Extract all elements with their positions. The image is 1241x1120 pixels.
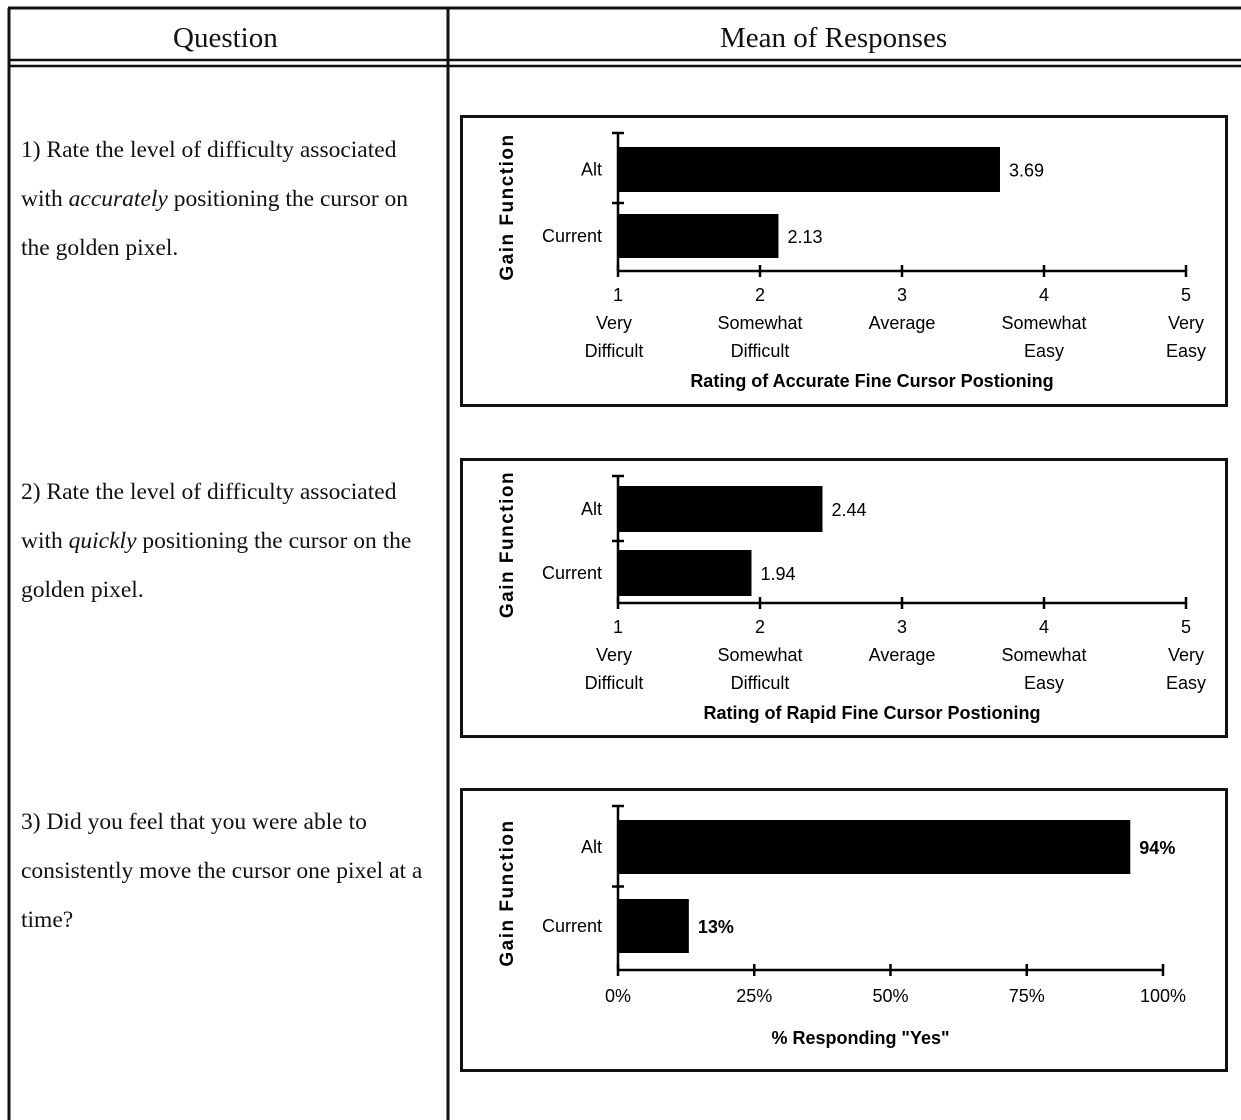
value-label: 3.69 bbox=[1009, 161, 1044, 181]
x-tick-label: 2 Somewhat Difficult bbox=[717, 285, 802, 361]
x-axis-title: Rating of Accurate Fine Cursor Postionin… bbox=[690, 371, 1053, 391]
x-tick-label: 3 Average bbox=[869, 285, 936, 333]
x-tick-label: 0% bbox=[605, 986, 631, 1006]
question-2: 2) Rate the level of difficulty associat… bbox=[21, 468, 441, 615]
bar-current bbox=[618, 899, 689, 953]
chart-rapid-positioning: 1 Very Difficult 2 Somewhat Difficult 3 Average… bbox=[460, 458, 1228, 738]
value-label: 2.13 bbox=[787, 227, 822, 247]
question-1-text-start: 1) Rate the level of difficulty associat… bbox=[21, 137, 397, 212]
x-tick-label: 75% bbox=[1009, 986, 1045, 1006]
bar-alt bbox=[618, 147, 1000, 192]
x-tick-label: 1 Very Difficult bbox=[585, 285, 644, 361]
question-3-text-start: 3) Did you feel that you were able to co… bbox=[21, 809, 423, 933]
question-1-emphasis: accurately bbox=[68, 186, 168, 212]
bar-alt bbox=[618, 486, 823, 532]
question-1-text-end: positioning the cursor on the golden pix… bbox=[21, 186, 409, 261]
x-axis-title: % Responding "Yes" bbox=[771, 1028, 949, 1048]
question-2-text-end: positioning the cursor on the golden pix… bbox=[21, 528, 412, 603]
x-tick-label: 5 Very Easy bbox=[1166, 617, 1206, 693]
chart-border bbox=[460, 458, 1228, 738]
y-axis-title: Gain Function bbox=[497, 471, 518, 618]
category-label: Alt bbox=[581, 837, 602, 857]
x-tick-label: 5 Very Easy bbox=[1166, 285, 1206, 361]
x-tick-label: 4 Somewhat Easy bbox=[1001, 617, 1086, 693]
x-tick-label: 4 Somewhat Easy bbox=[1001, 285, 1086, 361]
chart-accurate-positioning: 1 Very Difficult 2 Somewhat Difficult 3 Average… bbox=[460, 115, 1228, 407]
category-label: Alt bbox=[581, 499, 602, 519]
x-axis-title: Rating of Rapid Fine Cursor Postioning bbox=[704, 703, 1041, 723]
question-3: 3) Did you feel that you were able to co… bbox=[21, 798, 441, 945]
chart-1-svg: 1 Very Difficult 2 Somewhat Difficult 3 Average… bbox=[460, 115, 1228, 407]
category-label: Current bbox=[542, 916, 602, 936]
y-axis-title: Gain Function bbox=[497, 819, 518, 966]
bar-current bbox=[618, 214, 779, 258]
chart-border bbox=[460, 115, 1228, 407]
question-2-emphasis: quickly bbox=[68, 528, 137, 554]
value-label: 1.94 bbox=[760, 564, 795, 584]
value-label: 94% bbox=[1139, 838, 1175, 858]
bar-current bbox=[618, 550, 752, 596]
chart-2-svg: 1 Very Difficult 2 Somewhat Difficult 3 Average… bbox=[460, 458, 1228, 738]
chart-border bbox=[460, 788, 1228, 1072]
x-tick-label: 1 Very Difficult bbox=[585, 617, 644, 693]
bar-alt bbox=[618, 820, 1131, 874]
category-label: Current bbox=[542, 563, 602, 583]
x-tick-label: 50% bbox=[872, 986, 908, 1006]
x-tick-label: 25% bbox=[736, 986, 772, 1006]
question-2-text-start: 2) Rate the level of difficulty associat… bbox=[21, 479, 397, 554]
value-label: 13% bbox=[698, 917, 734, 937]
question-1: 1) Rate the level of difficulty associat… bbox=[21, 126, 441, 273]
y-axis-title: Gain Function bbox=[497, 133, 518, 280]
category-label: Current bbox=[542, 226, 602, 246]
x-tick-label: 3 Average bbox=[869, 617, 936, 665]
category-label: Alt bbox=[581, 160, 602, 180]
chart-3-svg: 0% 25% 50% 75% 100% Alt 94% Current 13% Gain Func… bbox=[460, 788, 1228, 1072]
value-label: 2.44 bbox=[831, 500, 866, 520]
header-question: Question bbox=[173, 22, 278, 54]
header-mean-responses: Mean of Responses bbox=[720, 22, 948, 54]
x-tick-label: 2 Somewhat Difficult bbox=[717, 617, 802, 693]
chart-pixel-consistency: 0% 25% 50% 75% 100% Alt 94% Current 13% Gain Func… bbox=[460, 788, 1228, 1072]
x-tick-label: 100% bbox=[1140, 986, 1186, 1006]
